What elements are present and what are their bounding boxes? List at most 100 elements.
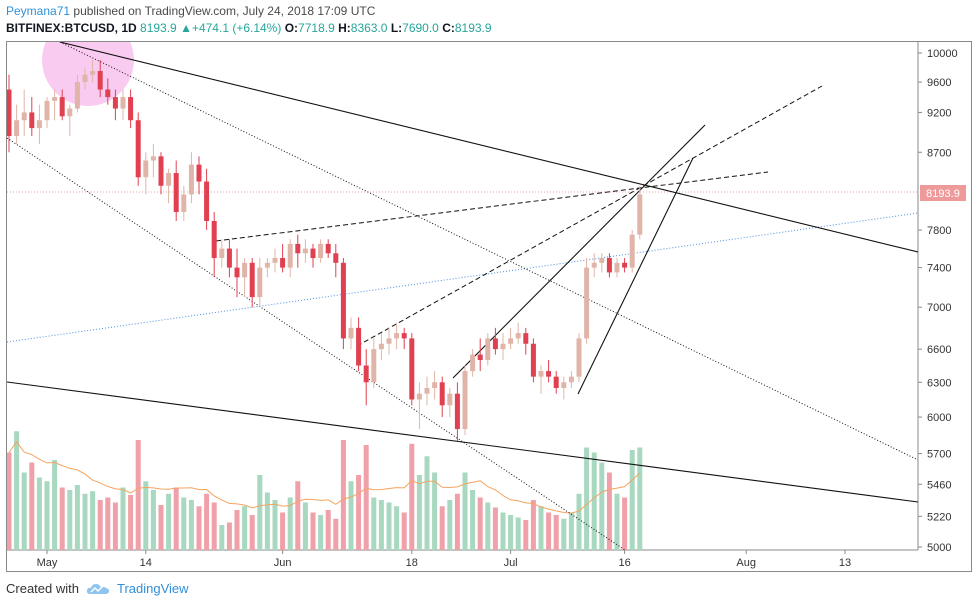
volume-bar bbox=[591, 452, 597, 550]
volume-bar bbox=[333, 518, 339, 550]
volume-bar bbox=[538, 506, 544, 550]
candle bbox=[637, 185, 643, 240]
volume-bar bbox=[606, 472, 612, 550]
chart-frame bbox=[6, 41, 972, 572]
candle bbox=[166, 168, 172, 204]
price-tag-bg bbox=[920, 185, 966, 201]
volume-bar bbox=[234, 510, 240, 550]
candle bbox=[211, 212, 217, 278]
volume-bar bbox=[249, 515, 255, 550]
volume-ma-line bbox=[8, 441, 641, 514]
volume-bar bbox=[181, 497, 187, 550]
volume-bar bbox=[44, 481, 50, 550]
time-tick-label: Jun bbox=[274, 557, 292, 569]
candle-body bbox=[553, 376, 559, 388]
dotted-line-b bbox=[7, 137, 626, 550]
candle bbox=[226, 239, 232, 278]
price-tick-label: 6600 bbox=[927, 344, 951, 356]
candle-body bbox=[485, 338, 491, 361]
volume-bar bbox=[515, 517, 521, 550]
volume-bar bbox=[348, 481, 354, 550]
candle-body bbox=[538, 371, 544, 377]
candle-body bbox=[523, 333, 529, 344]
candle bbox=[112, 89, 118, 121]
candle-body bbox=[36, 120, 42, 129]
volume-bar bbox=[272, 500, 278, 550]
candle bbox=[135, 112, 141, 186]
candle-body bbox=[67, 108, 73, 117]
candle-body bbox=[386, 338, 392, 344]
candle-body bbox=[363, 365, 369, 383]
candle-body bbox=[447, 393, 453, 406]
candle-body bbox=[356, 327, 362, 366]
candle bbox=[553, 371, 559, 394]
author-link[interactable]: Peymana71 bbox=[6, 4, 71, 18]
candle-body bbox=[432, 382, 438, 388]
blue-dotted-trendline bbox=[7, 212, 918, 343]
candle bbox=[599, 253, 605, 273]
candle-body bbox=[7, 89, 12, 137]
volume-bar bbox=[36, 477, 42, 550]
candle bbox=[584, 258, 590, 344]
tradingview-link[interactable]: TradingView bbox=[116, 581, 189, 596]
candle bbox=[348, 317, 354, 350]
candle-body bbox=[52, 97, 58, 101]
candle bbox=[439, 376, 445, 418]
candle bbox=[454, 382, 460, 442]
candle bbox=[485, 333, 491, 366]
volume-bar bbox=[21, 472, 27, 550]
footer: Created with TradingView bbox=[6, 581, 189, 596]
candle bbox=[143, 152, 149, 195]
candle bbox=[59, 89, 65, 121]
volume-bar bbox=[74, 485, 80, 550]
volume-bar bbox=[120, 487, 126, 550]
candle-body bbox=[97, 71, 103, 90]
candle bbox=[249, 258, 255, 308]
candle bbox=[52, 89, 58, 121]
volume-bar bbox=[424, 456, 430, 550]
volume-bar bbox=[576, 493, 582, 550]
candle bbox=[614, 258, 620, 278]
candle-body bbox=[371, 349, 377, 383]
highlight-circle bbox=[42, 42, 134, 106]
candle bbox=[21, 89, 27, 137]
volume-bar bbox=[378, 500, 384, 550]
candle-body bbox=[348, 327, 354, 339]
candle bbox=[158, 152, 164, 195]
volume-bar bbox=[492, 507, 498, 550]
candle-body bbox=[158, 156, 164, 186]
price-tick-label: 5700 bbox=[927, 449, 951, 461]
volume-bar bbox=[67, 490, 73, 550]
volume-bar bbox=[166, 493, 172, 550]
candle bbox=[622, 258, 628, 273]
candle bbox=[356, 317, 362, 372]
candle bbox=[378, 333, 384, 361]
candle-body bbox=[90, 71, 96, 75]
low-value: 7690.0 bbox=[402, 21, 439, 35]
candle-body bbox=[462, 371, 468, 430]
price-tick-label: 6300 bbox=[927, 377, 951, 389]
volume-bar bbox=[310, 512, 316, 550]
candle-body bbox=[120, 97, 126, 109]
candle-body bbox=[173, 173, 179, 213]
candle-body bbox=[546, 371, 552, 377]
volume-bar bbox=[143, 481, 149, 550]
candle-body bbox=[29, 112, 35, 129]
volume-bar bbox=[52, 460, 58, 550]
high-value: 8363.0 bbox=[350, 21, 388, 35]
candle-body bbox=[226, 248, 232, 268]
candle-body bbox=[135, 120, 141, 178]
candle-body bbox=[561, 382, 567, 388]
volume-bar bbox=[135, 440, 141, 550]
candle-body bbox=[394, 333, 400, 339]
candle bbox=[272, 248, 278, 273]
candle bbox=[234, 248, 240, 298]
volume-bar bbox=[325, 510, 331, 550]
volume-bar bbox=[173, 487, 179, 550]
candle-body bbox=[143, 160, 149, 178]
candle bbox=[74, 74, 80, 113]
candle-body bbox=[181, 194, 187, 213]
volume-bar bbox=[196, 506, 202, 550]
created-with-text: Created with bbox=[6, 581, 79, 596]
